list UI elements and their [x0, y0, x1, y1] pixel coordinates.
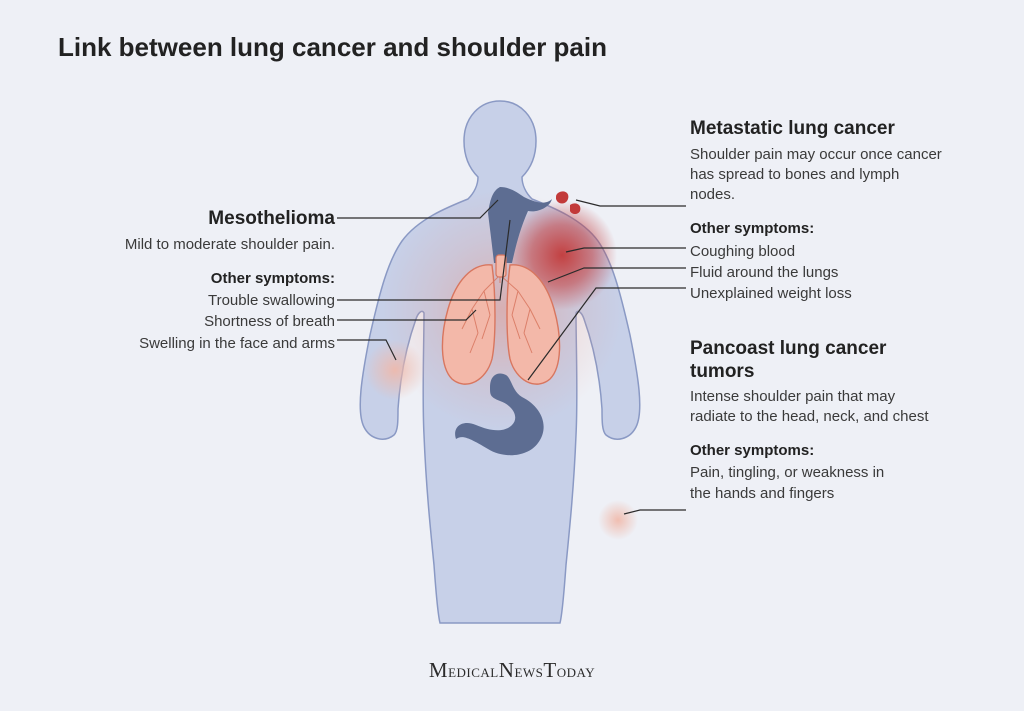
anatomy-figure [340, 95, 660, 625]
pancoast-heading: Pancoast lung cancer tumors [690, 338, 940, 384]
metastatic-heading: Metastatic lung cancer [690, 116, 945, 142]
pancoast-symptom: Pain, tingling, or weakness in the hands… [690, 463, 890, 504]
metastatic-sub: Shoulder pain may occur once cancer has … [690, 145, 945, 206]
pancoast-sub: Intense shoulder pain that may radiate t… [690, 387, 940, 428]
mesothelioma-sub: Mild to moderate shoulder pain. [75, 235, 335, 255]
metastatic-symptom: Fluid around the lungs [690, 263, 945, 283]
metastatic-symptom: Unexplained weight loss [690, 284, 945, 304]
mesothelioma-symptom: Shortness of breath [75, 312, 335, 332]
mesothelioma-heading: Mesothelioma [75, 206, 335, 232]
brand-logo: MedicalNewsToday [0, 658, 1024, 683]
callout-metastatic: Metastatic lung cancer Shoulder pain may… [690, 116, 945, 305]
mesothelioma-other-label: Other symptoms: [75, 269, 335, 289]
mesothelioma-symptom: Swelling in the face and arms [75, 334, 335, 354]
callout-pancoast: Pancoast lung cancer tumors Intense shou… [690, 338, 940, 505]
metastatic-other-label: Other symptoms: [690, 219, 945, 239]
mesothelioma-symptom: Trouble swallowing [75, 291, 335, 311]
pancoast-other-label: Other symptoms: [690, 441, 940, 461]
page-title: Link between lung cancer and shoulder pa… [58, 32, 607, 63]
callout-mesothelioma: Mesothelioma Mild to moderate shoulder p… [75, 206, 335, 355]
metastatic-symptom: Coughing blood [690, 242, 945, 262]
